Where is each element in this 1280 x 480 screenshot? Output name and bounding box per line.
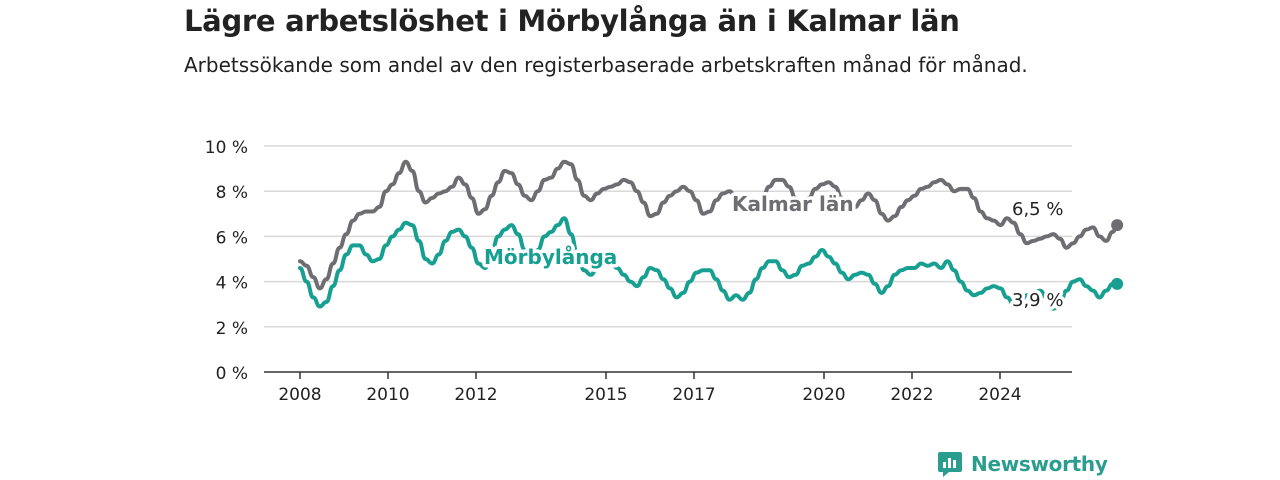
series-line-kalmar (298, 159, 1120, 291)
y-tick-label: 10 % (205, 138, 248, 158)
x-tick-label: 2015 (584, 385, 627, 405)
x-tick-label: 2020 (802, 385, 845, 405)
x-tick-label: 2024 (978, 385, 1021, 405)
end-value-label-morbylanga: 3,9 % (1012, 290, 1063, 311)
series-lines (298, 159, 1124, 311)
x-axis: 2008 2010 2012 2015 2017 2020 2022 2024 (264, 371, 1072, 405)
y-axis: 0 % 2 % 4 % 6 % 8 % 10 % (205, 138, 248, 384)
series-label-morbylanga: Mörbylånga (484, 245, 617, 269)
end-value-label-morbylanga-halo: 3,9 % (1012, 290, 1063, 311)
end-point-morbylanga (1111, 277, 1124, 290)
y-tick-label: 0 % (216, 364, 248, 384)
y-tick-label: 4 % (216, 274, 248, 294)
y-tick-label: 6 % (216, 228, 248, 248)
chart-subtitle: Arbetssökande som andel av den registerb… (184, 53, 1028, 77)
chart-title: Lägre arbetslöshet i Mörbylånga än i Kal… (184, 4, 960, 38)
x-tick-label: 2008 (278, 385, 321, 405)
y-tick-label: 8 % (216, 183, 248, 203)
end-value-label-kalmar: 6,5 % (1012, 199, 1063, 220)
x-tick-label: 2010 (366, 385, 409, 405)
grid-lines (264, 145, 1072, 328)
newsworthy-logo-icon (938, 452, 962, 477)
end-value-label-kalmar-halo: 6,5 % (1012, 199, 1063, 220)
brand-logo: Newsworthy (937, 449, 1108, 479)
series-line-morbylanga (298, 216, 1120, 311)
y-tick-label: 2 % (216, 319, 248, 339)
x-tick-label: 2017 (672, 385, 715, 405)
brand-name: Newsworthy (971, 452, 1108, 476)
x-tick-label: 2012 (454, 385, 497, 405)
end-point-kalmar (1111, 219, 1124, 232)
series-label-kalmar-halo: Kalmar län (732, 192, 854, 216)
x-tick-label: 2022 (890, 385, 933, 405)
series-label-morbylanga-halo: Mörbylånga (484, 245, 617, 269)
series-label-kalmar: Kalmar län (732, 192, 854, 216)
